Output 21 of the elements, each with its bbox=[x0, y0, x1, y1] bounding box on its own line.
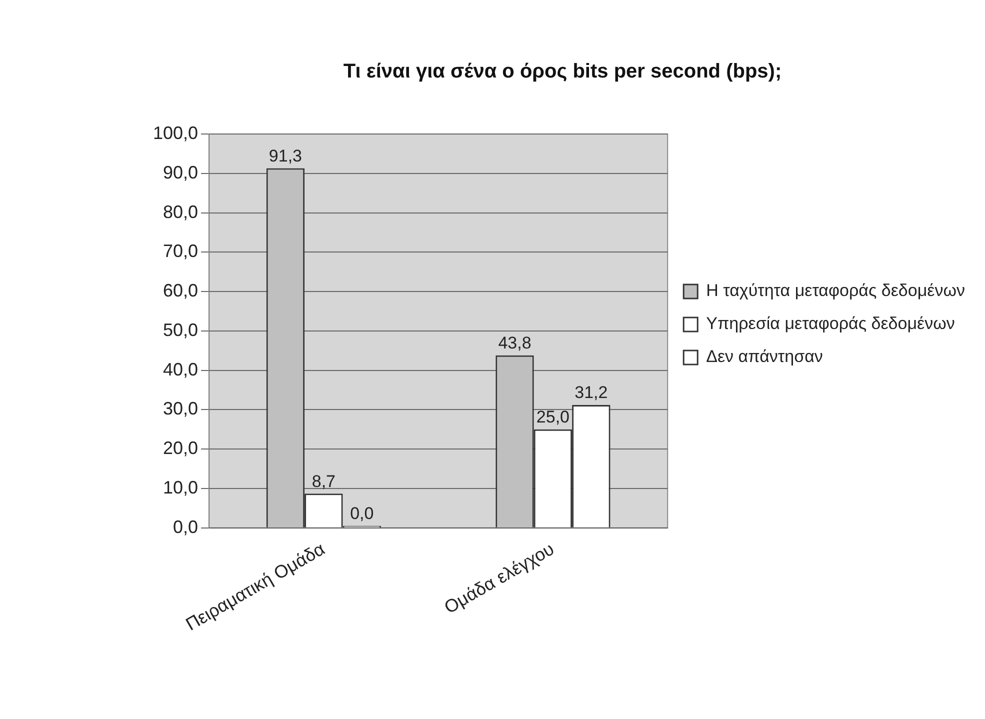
y-tick-label: 60,0 bbox=[162, 280, 198, 301]
legend-label: Δεν απάντησαν bbox=[706, 347, 823, 366]
y-tick-label: 50,0 bbox=[162, 320, 198, 340]
chart-title: Τι είναι για σένα ο όρος bits per second (bps); bbox=[343, 60, 782, 83]
y-tick-label: 40,0 bbox=[162, 359, 198, 380]
data-label: 91,3 bbox=[268, 146, 302, 166]
data-label: 31,2 bbox=[574, 383, 608, 402]
y-tick-label: 30,0 bbox=[162, 398, 198, 419]
y-tick-label: 70,0 bbox=[162, 241, 198, 262]
data-label: 43,8 bbox=[498, 334, 532, 353]
y-tick-label: 20,0 bbox=[162, 438, 198, 458]
data-label: 0,0 bbox=[350, 504, 374, 524]
data-label: 8,7 bbox=[312, 472, 336, 491]
y-tick-label: 90,0 bbox=[162, 162, 198, 182]
legend-label: Υπηρεσία μεταφοράς δεδομένων bbox=[706, 314, 955, 334]
y-tick-label: 10,0 bbox=[162, 477, 198, 498]
y-tick-label: 100,0 bbox=[152, 122, 198, 143]
y-tick-label: 80,0 bbox=[162, 202, 198, 222]
legend-label: Η ταχύτητα μεταφοράς δεδομένων bbox=[706, 281, 966, 300]
y-tick-label: 0,0 bbox=[173, 516, 198, 537]
data-label: 25,0 bbox=[536, 408, 570, 427]
